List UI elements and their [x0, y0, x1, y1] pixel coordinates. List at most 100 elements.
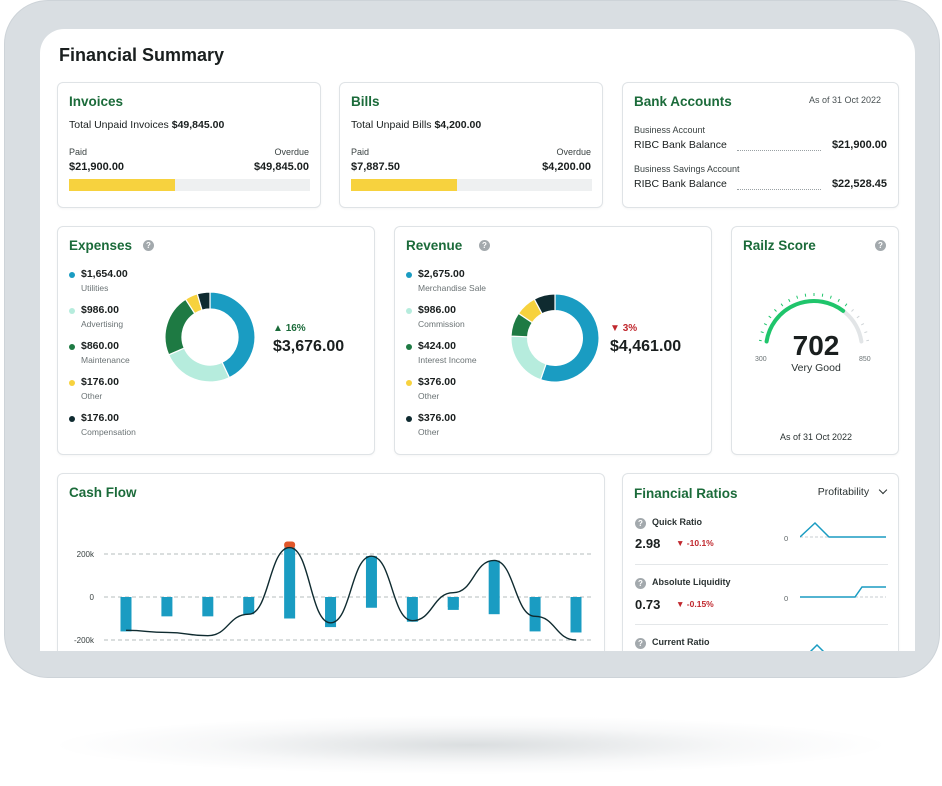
invoices-total: Total Unpaid Invoices $49,845.00	[69, 119, 224, 131]
railz-as-of: As of 31 Oct 2022	[779, 432, 853, 442]
railz-score-rating: Very Good	[791, 362, 841, 374]
expenses-delta-arrow: ▲	[273, 323, 283, 334]
legend-dot	[406, 416, 412, 422]
cash-flow-bar	[570, 597, 582, 633]
legend-value: $176.00	[81, 376, 119, 388]
ratio-change-value-quick: -10.1%	[686, 538, 714, 548]
y-tick-label: 0	[90, 593, 95, 602]
bills-progress-bar	[351, 179, 592, 191]
legend-label: Other	[81, 391, 103, 401]
ratio-name-quick: Quick Ratio	[652, 517, 703, 527]
legend-label: Other	[418, 391, 440, 401]
gauge-tick	[774, 309, 777, 312]
cash-flow-bar	[284, 547, 296, 597]
legend-value: $176.00	[81, 412, 119, 424]
gauge-tick	[860, 323, 865, 326]
legend-label: Commission	[418, 319, 465, 329]
cash-flow-bar	[488, 560, 500, 597]
expenses-total: $3,676.00	[273, 338, 345, 355]
legend-dot	[69, 272, 75, 278]
cash-flow-bar	[529, 597, 541, 632]
help-icon[interactable]: ?	[635, 578, 646, 589]
legend-label: Other	[418, 427, 440, 437]
device-shadow	[60, 716, 882, 774]
invoices-total-label: Total Unpaid Invoices	[69, 119, 169, 131]
invoices-overdue-label: Overdue	[274, 147, 309, 157]
help-icon[interactable]: ?	[875, 240, 886, 251]
invoices-paid-label: Paid	[69, 147, 88, 157]
help-icon[interactable]: ?	[143, 240, 154, 251]
donut-slice	[196, 291, 211, 311]
help-icon[interactable]: ?	[479, 240, 490, 251]
bills-card[interactable]: Bills Total Unpaid Bills $4,200.00 Paid …	[339, 82, 603, 208]
legend-dot	[69, 416, 75, 422]
cash-flow-card[interactable]: Cash Flow 200k 0 -200k	[57, 473, 605, 651]
gauge-tick	[844, 303, 848, 307]
help-icon[interactable]: ?	[635, 518, 646, 529]
revenue-card[interactable]: Revenue ? $2,675.00 Merchandise Sale $986.…	[394, 226, 712, 455]
invoices-card[interactable]: Invoices Total Unpaid Invoices $49,845.0…	[57, 82, 321, 208]
legend-value: $986.00	[81, 304, 119, 316]
bills-total-value: $4,200.00	[434, 119, 482, 131]
railz-score-value: 702	[792, 330, 840, 361]
bills-paid-value: $7,887.50	[351, 161, 400, 173]
gauge-tick	[788, 298, 791, 303]
revenue-delta-value: 3%	[622, 323, 638, 334]
gauge-fill	[764, 299, 846, 344]
ratio-arrow-quick: ▼	[676, 538, 685, 548]
ratios-selector-label: Profitability	[817, 486, 870, 498]
gauge-tick	[796, 295, 799, 299]
bank-account-name-1: RIBC Bank Balance	[634, 139, 727, 151]
expenses-delta: ▲ 16%	[273, 323, 306, 334]
bills-total-label: Total Unpaid Bills	[351, 119, 432, 131]
railz-score-card[interactable]: Railz Score ? 702 Very Good 300 850 As o…	[731, 226, 899, 455]
help-icon[interactable]: ?	[635, 638, 646, 649]
cash-flow-bar	[284, 597, 296, 619]
invoices-title: Invoices	[69, 94, 124, 109]
bank-account-type-2: Business Savings Account	[634, 164, 740, 174]
invoices-progress-fill	[69, 179, 176, 191]
financial-ratios-title: Financial Ratios	[634, 486, 738, 501]
revenue-delta-arrow: ▼	[610, 323, 620, 334]
gauge-tick	[763, 323, 768, 326]
invoices-overdue-value: $49,845.00	[253, 161, 309, 173]
donut-slice	[533, 293, 556, 315]
bank-account-value-1: $21,900.00	[831, 139, 887, 151]
ratio-name-absolute-liquidity: Absolute Liquidity	[652, 577, 731, 587]
bank-accounts-card[interactable]: Bank Accounts As of 31 Oct 2022 Business…	[622, 82, 899, 208]
donut-slice	[539, 293, 600, 383]
legend-value: $2,675.00	[418, 268, 465, 280]
legend-value: $1,654.00	[81, 268, 128, 280]
invoices-total-value: $49,845.00	[171, 119, 225, 131]
expenses-donut-chart	[164, 291, 256, 383]
ratios-selector[interactable]: Profitability	[817, 485, 888, 498]
gauge-tick	[851, 309, 854, 312]
invoices-paid-value: $21,900.00	[69, 161, 125, 173]
bills-paid-label: Paid	[351, 147, 370, 157]
legend-label: Merchandise Sale	[418, 283, 487, 293]
cash-flow-bar	[406, 597, 418, 622]
ratio-change-quick: ▼ -10.1%	[676, 538, 714, 548]
revenue-delta: ▼ 3%	[610, 323, 637, 334]
ratio-zero-quick: 0	[784, 534, 789, 543]
cash-flow-bar	[447, 597, 459, 607]
bank-leader-1	[737, 150, 821, 151]
y-tick-label: 200k	[77, 550, 95, 559]
legend-dot	[69, 308, 75, 314]
cash-flow-bar	[365, 597, 377, 608]
expenses-card[interactable]: Expenses ? $1,654.00 Utilities $986.00 Adve…	[57, 226, 375, 455]
ratio-change-value-absolute-liquidity: -0.15%	[686, 599, 714, 609]
ratio-divider	[635, 624, 888, 625]
gauge-tick	[760, 331, 764, 334]
legend-label: Interest Income	[418, 355, 477, 365]
ratio-sparkline-current	[809, 643, 825, 651]
gauge-tick	[837, 298, 840, 303]
chevron-down-icon	[878, 485, 888, 495]
revenue-donut-chart	[510, 293, 600, 383]
dashboard-screen: Financial Summary Invoices Total Unpaid …	[40, 29, 915, 651]
financial-ratios-card[interactable]: Financial Ratios Profitability ? Quick R…	[622, 473, 899, 651]
ratio-value-absolute-liquidity: 0.73	[635, 597, 661, 612]
expenses-title: Expenses	[69, 238, 133, 253]
bank-account-name-2: RIBC Bank Balance	[634, 178, 727, 190]
cash-flow-bar	[488, 597, 500, 615]
